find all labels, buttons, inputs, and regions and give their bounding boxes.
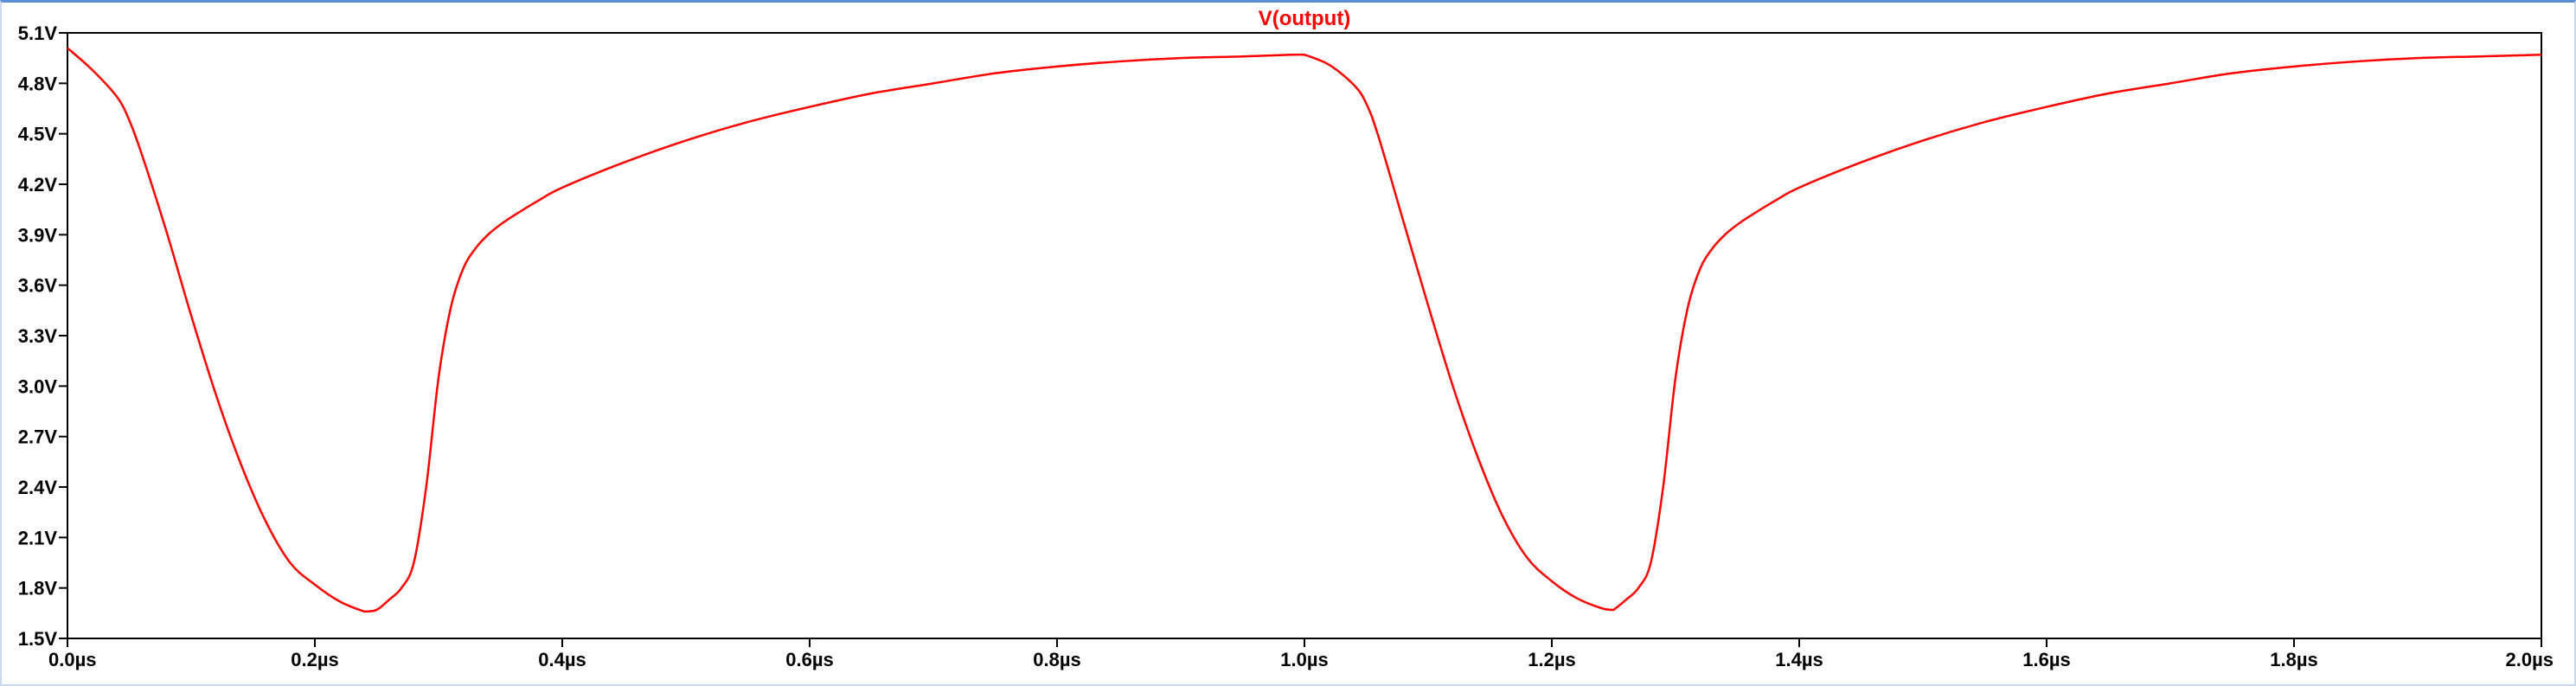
y-tick-label: 2.4V [18, 477, 58, 498]
x-tick-label: 1.8µs [2270, 649, 2318, 670]
y-tick-label: 3.0V [18, 375, 58, 397]
y-axis: 1.5V 1.8V 2.1V 2.4V 2.7V 3.0V 3.3V 3.6V 3.9V 4.2V… [18, 22, 67, 650]
x-tick-label: 2.0µs [2506, 649, 2554, 670]
y-tick-label: 4.2V [18, 174, 58, 196]
x-tick-label: 0.2µs [291, 649, 339, 670]
y-tick-label: 2.1V [18, 527, 58, 548]
plot-area[interactable] [67, 32, 2542, 639]
y-tick-label: 4.5V [18, 124, 58, 145]
x-tick-label: 1.6µs [2022, 649, 2071, 670]
x-tick-label: 1.0µs [1280, 649, 1329, 670]
x-tick-label: 1.2µs [1528, 649, 1576, 670]
x-tick-label: 0.6µs [785, 649, 834, 670]
x-tick-label: 0.8µs [1033, 649, 1081, 670]
y-tick-label: 1.8V [18, 578, 58, 599]
x-tick-label: 0.0µs [48, 649, 97, 670]
y-tick-label: 1.5V [18, 628, 58, 650]
x-axis: 0.0µs 0.2µs 0.4µs 0.6µs 0.8µs 1.0µs 1.2µs 1.4µs… [48, 638, 2554, 670]
trace-title[interactable]: V(output) [1259, 7, 1351, 30]
y-tick-label: 2.7V [18, 426, 58, 448]
y-tick-label: 3.9V [18, 224, 58, 246]
y-tick-label: 3.6V [18, 275, 58, 297]
y-tick-label: 4.8V [18, 73, 58, 94]
x-tick-label: 1.4µs [1775, 649, 1823, 670]
x-tick-label: 0.4µs [538, 649, 586, 670]
y-tick-label: 3.3V [18, 325, 58, 347]
y-tick-label: 5.1V [18, 22, 58, 44]
trace-line-v-output[interactable] [67, 47, 2542, 613]
